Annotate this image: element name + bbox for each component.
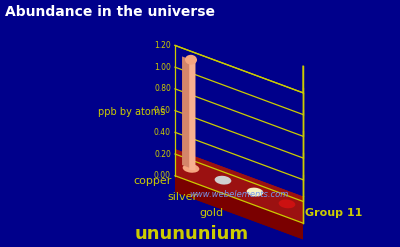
Text: 1.00: 1.00	[154, 63, 171, 72]
Text: Abundance in the universe: Abundance in the universe	[5, 5, 215, 19]
Ellipse shape	[215, 176, 231, 185]
Ellipse shape	[185, 55, 197, 65]
Text: 1.20: 1.20	[154, 41, 171, 50]
Text: unununium: unununium	[135, 225, 249, 243]
Text: copper: copper	[134, 176, 172, 186]
Polygon shape	[182, 56, 194, 169]
Text: 0.00: 0.00	[154, 171, 171, 180]
Polygon shape	[189, 61, 196, 170]
Text: 0.80: 0.80	[154, 84, 171, 93]
Text: 0.40: 0.40	[154, 128, 171, 137]
Polygon shape	[175, 176, 303, 239]
Ellipse shape	[247, 188, 263, 196]
Ellipse shape	[183, 164, 199, 173]
Text: www.webelements.com: www.webelements.com	[189, 190, 289, 199]
Polygon shape	[175, 149, 303, 223]
Ellipse shape	[279, 200, 295, 208]
Polygon shape	[175, 165, 303, 239]
Text: 0.20: 0.20	[154, 149, 171, 159]
Text: silver: silver	[168, 192, 198, 202]
Text: ppb by atoms: ppb by atoms	[98, 107, 166, 118]
Text: Group 11: Group 11	[305, 208, 362, 218]
Text: 0.60: 0.60	[154, 106, 171, 115]
Text: gold: gold	[199, 208, 223, 218]
Polygon shape	[175, 149, 303, 213]
